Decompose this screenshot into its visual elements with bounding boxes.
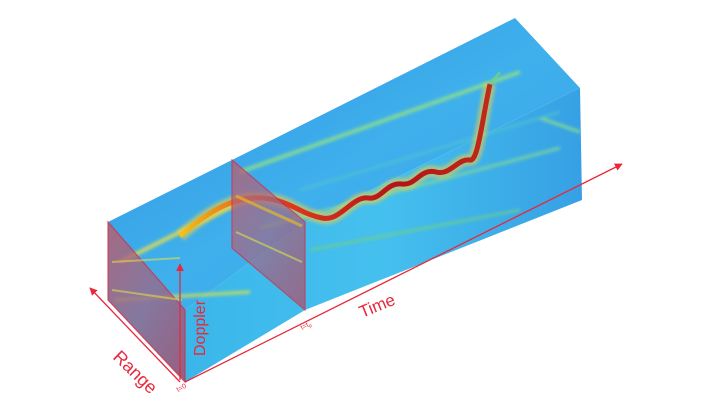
time-label: Time	[356, 290, 398, 322]
data-cube	[108, 18, 582, 382]
doppler-label: Doppler	[192, 299, 209, 356]
t-p-label: t=tp	[300, 320, 314, 333]
t-zero-label: t=0	[176, 383, 188, 394]
